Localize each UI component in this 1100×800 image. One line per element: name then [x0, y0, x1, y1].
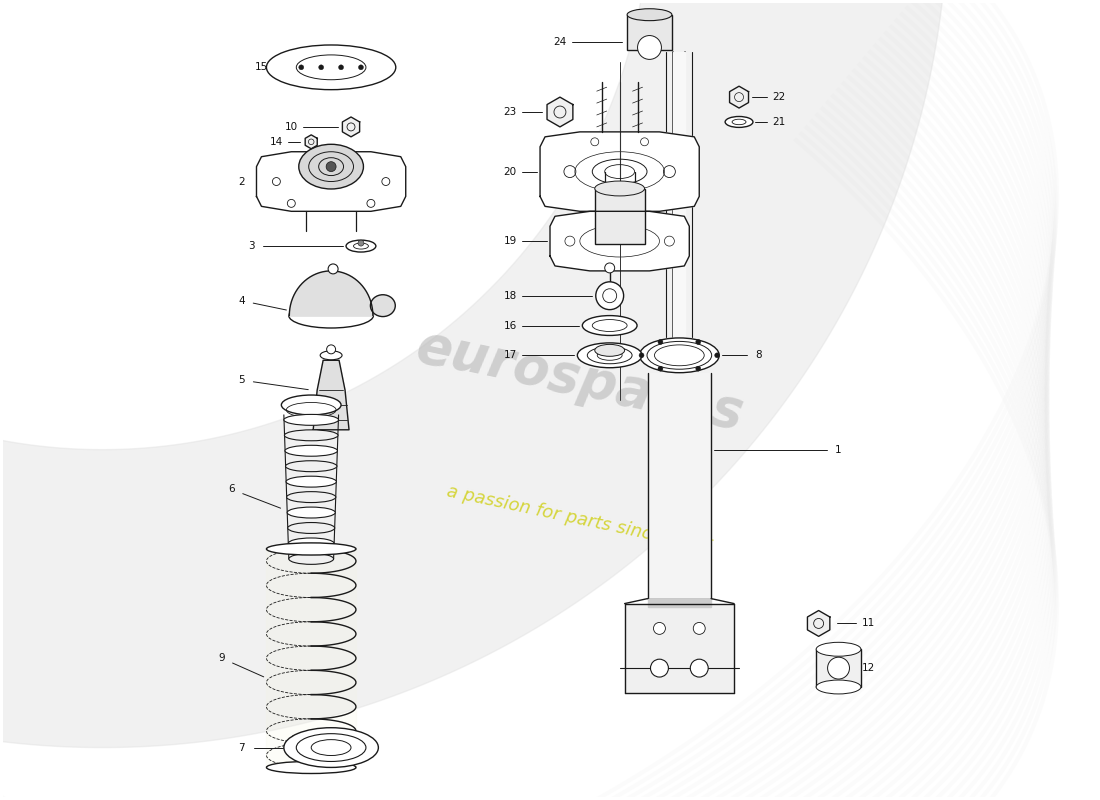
- Polygon shape: [540, 132, 700, 211]
- Circle shape: [691, 659, 708, 677]
- Text: 22: 22: [772, 92, 785, 102]
- Text: 11: 11: [861, 618, 875, 629]
- Ellipse shape: [595, 344, 625, 356]
- Text: 7: 7: [239, 742, 245, 753]
- Text: 23: 23: [504, 107, 517, 117]
- Circle shape: [658, 339, 663, 345]
- Polygon shape: [648, 373, 712, 598]
- Polygon shape: [729, 86, 748, 108]
- Circle shape: [596, 282, 624, 310]
- Polygon shape: [342, 117, 360, 137]
- Text: 5: 5: [239, 375, 245, 385]
- Circle shape: [299, 65, 304, 70]
- Circle shape: [658, 366, 663, 371]
- Circle shape: [650, 659, 669, 677]
- Text: 3: 3: [249, 241, 255, 251]
- Circle shape: [358, 240, 364, 246]
- Ellipse shape: [266, 543, 356, 555]
- Ellipse shape: [627, 9, 672, 21]
- Text: 6: 6: [229, 484, 235, 494]
- Ellipse shape: [287, 507, 336, 518]
- Text: 24: 24: [553, 38, 566, 47]
- Polygon shape: [673, 53, 685, 338]
- Ellipse shape: [816, 642, 861, 656]
- Ellipse shape: [284, 414, 339, 426]
- Ellipse shape: [266, 762, 356, 774]
- Circle shape: [693, 622, 705, 634]
- Text: 10: 10: [285, 122, 298, 132]
- Text: 4: 4: [239, 296, 245, 306]
- Ellipse shape: [288, 538, 334, 549]
- Circle shape: [339, 65, 343, 70]
- Circle shape: [715, 353, 719, 358]
- Text: a passion for parts since 1985: a passion for parts since 1985: [446, 482, 715, 556]
- Text: 12: 12: [861, 663, 875, 673]
- Polygon shape: [289, 271, 373, 315]
- Text: 21: 21: [772, 117, 785, 127]
- Circle shape: [319, 65, 323, 70]
- Ellipse shape: [725, 117, 754, 127]
- Polygon shape: [256, 152, 406, 211]
- Polygon shape: [314, 360, 349, 430]
- Ellipse shape: [320, 351, 342, 360]
- Ellipse shape: [286, 461, 337, 472]
- Ellipse shape: [266, 45, 396, 90]
- Ellipse shape: [299, 144, 363, 189]
- Text: 20: 20: [504, 166, 517, 177]
- Polygon shape: [266, 549, 356, 767]
- Polygon shape: [547, 97, 573, 127]
- Ellipse shape: [595, 181, 645, 196]
- Ellipse shape: [816, 680, 861, 694]
- Circle shape: [359, 65, 363, 70]
- Ellipse shape: [582, 315, 637, 335]
- Text: 2: 2: [239, 177, 245, 186]
- Ellipse shape: [639, 338, 719, 373]
- Ellipse shape: [346, 240, 376, 252]
- Bar: [816, 650, 861, 687]
- Text: 19: 19: [504, 236, 517, 246]
- Circle shape: [639, 353, 643, 358]
- Circle shape: [638, 35, 661, 59]
- Polygon shape: [550, 211, 690, 271]
- Ellipse shape: [289, 554, 333, 564]
- Polygon shape: [807, 610, 829, 636]
- Ellipse shape: [285, 430, 338, 441]
- Text: 14: 14: [270, 137, 283, 147]
- Text: 9: 9: [219, 653, 225, 663]
- Ellipse shape: [287, 492, 336, 502]
- Bar: [595, 189, 645, 243]
- Circle shape: [827, 658, 849, 679]
- Ellipse shape: [284, 728, 378, 767]
- Ellipse shape: [286, 476, 337, 487]
- Text: 17: 17: [504, 350, 517, 360]
- Circle shape: [327, 345, 336, 354]
- Polygon shape: [625, 603, 734, 693]
- Circle shape: [326, 162, 337, 171]
- Text: 15: 15: [255, 62, 268, 72]
- Ellipse shape: [289, 303, 373, 328]
- Text: eurospares: eurospares: [411, 320, 748, 440]
- Ellipse shape: [578, 343, 642, 368]
- Text: 18: 18: [504, 290, 517, 301]
- Circle shape: [605, 263, 615, 273]
- Circle shape: [696, 339, 701, 345]
- Bar: [627, 15, 672, 50]
- Text: 8: 8: [756, 350, 762, 360]
- Ellipse shape: [288, 522, 334, 534]
- Text: 16: 16: [504, 321, 517, 330]
- Ellipse shape: [282, 395, 341, 415]
- Polygon shape: [0, 0, 948, 747]
- Polygon shape: [648, 598, 712, 606]
- Ellipse shape: [371, 294, 395, 317]
- Circle shape: [696, 366, 701, 371]
- Circle shape: [653, 622, 666, 634]
- Ellipse shape: [285, 446, 338, 456]
- Polygon shape: [305, 135, 317, 149]
- Text: 1: 1: [835, 445, 842, 454]
- Circle shape: [328, 264, 338, 274]
